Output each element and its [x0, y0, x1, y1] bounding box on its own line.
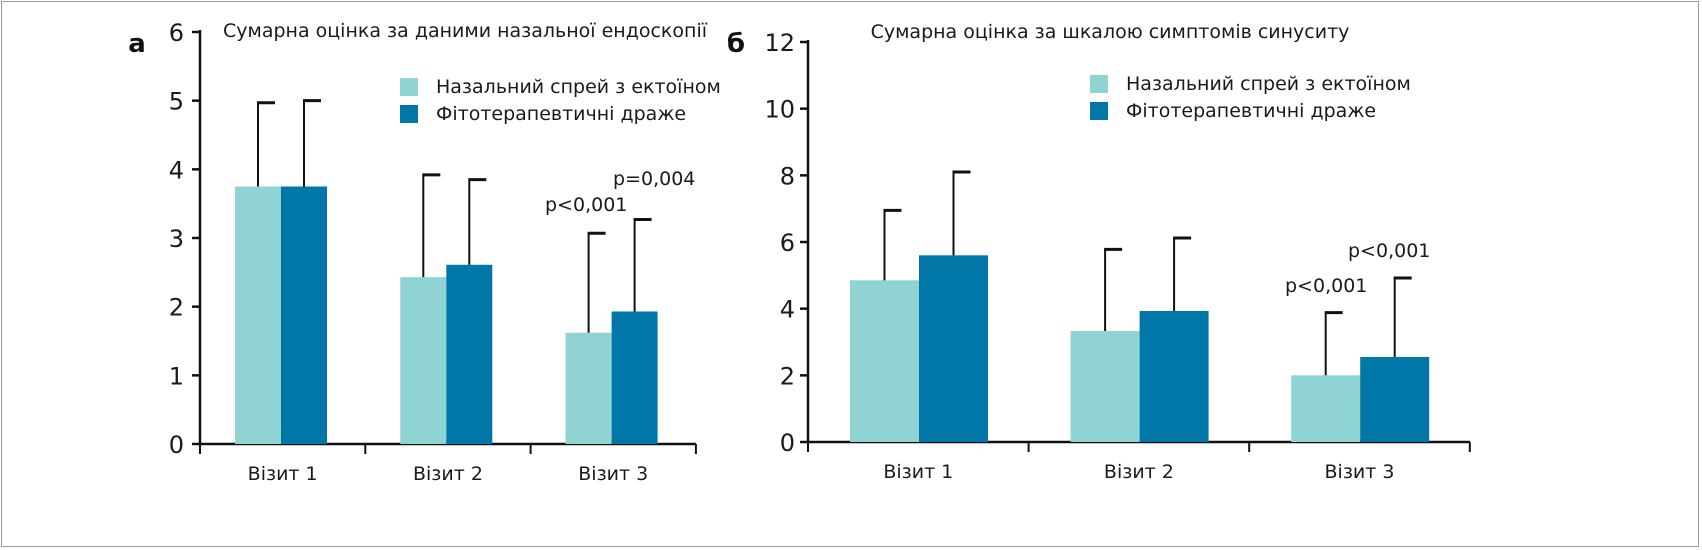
legend-swatch-1 — [400, 78, 418, 96]
bar-2-1 — [919, 255, 988, 442]
panel-label: a — [128, 29, 146, 59]
legend-label-2: Фітотерапевтичні драже — [1126, 100, 1376, 122]
x-category-label: Візит 2 — [413, 463, 483, 485]
legend-label-2: Фітотерапевтичні драже — [436, 103, 686, 125]
y-tick-label: 6 — [780, 229, 795, 257]
bar-1-1 — [235, 186, 281, 444]
y-tick-label: 0 — [169, 431, 184, 459]
bar-2-3 — [1360, 357, 1430, 442]
bar-2-2 — [1139, 311, 1209, 442]
x-category-label: Візит 3 — [578, 463, 648, 485]
p-value-annotation: p=0,004 — [613, 168, 695, 190]
y-tick-label: 8 — [780, 162, 795, 190]
y-tick-label: 2 — [169, 294, 184, 322]
y-tick-label: 0 — [780, 429, 795, 457]
p-value-annotation: p<0,001 — [1348, 240, 1430, 262]
chart-title: Сумарна оцінка за даними назальної ендос… — [223, 20, 708, 42]
legend-label-1: Назальний спрей з ектоїном — [436, 76, 721, 98]
panel-label: б — [727, 29, 745, 59]
p-value-annotation: p<0,001 — [545, 194, 627, 216]
y-tick-label: 4 — [780, 296, 795, 324]
y-tick-label: 1 — [169, 362, 184, 390]
legend-swatch-1 — [1090, 75, 1108, 93]
y-tick-label: 10 — [764, 96, 795, 124]
bar-2-2 — [446, 264, 493, 444]
x-category-label: Візит 3 — [1325, 461, 1395, 483]
y-tick-label: 12 — [764, 29, 795, 57]
legend-swatch-2 — [1090, 102, 1108, 120]
legend-label-1: Назальний спрей з ектоїном — [1126, 73, 1411, 95]
bar-1-3 — [565, 332, 612, 444]
chart-panel-2: б Сумарна оцінка за шкалою симптомів сину… — [727, 21, 1471, 483]
bar-1-3 — [1291, 375, 1361, 442]
y-tick-label: 5 — [169, 88, 184, 116]
bar-1-2 — [1070, 331, 1140, 442]
y-tick-label: 3 — [169, 225, 184, 253]
p-value-annotation: p<0,001 — [1285, 275, 1367, 297]
y-tick-label: 6 — [169, 19, 184, 47]
x-category-label: Візит 2 — [1104, 461, 1174, 483]
bar-1-1 — [850, 280, 919, 442]
x-category-label: Візит 1 — [883, 461, 953, 483]
x-category-label: Візит 1 — [248, 463, 318, 485]
chart-panel-1: a Сумарна оцінка за даними назальної ендо… — [128, 19, 721, 485]
legend-swatch-2 — [400, 105, 418, 123]
bar-2-1 — [281, 186, 327, 444]
y-tick-label: 2 — [780, 362, 795, 390]
chart-title: Сумарна оцінка за шкалою симптомів синус… — [871, 21, 1350, 43]
bar-1-2 — [400, 277, 447, 444]
y-tick-label: 4 — [169, 156, 184, 184]
bar-2-3 — [611, 311, 658, 444]
